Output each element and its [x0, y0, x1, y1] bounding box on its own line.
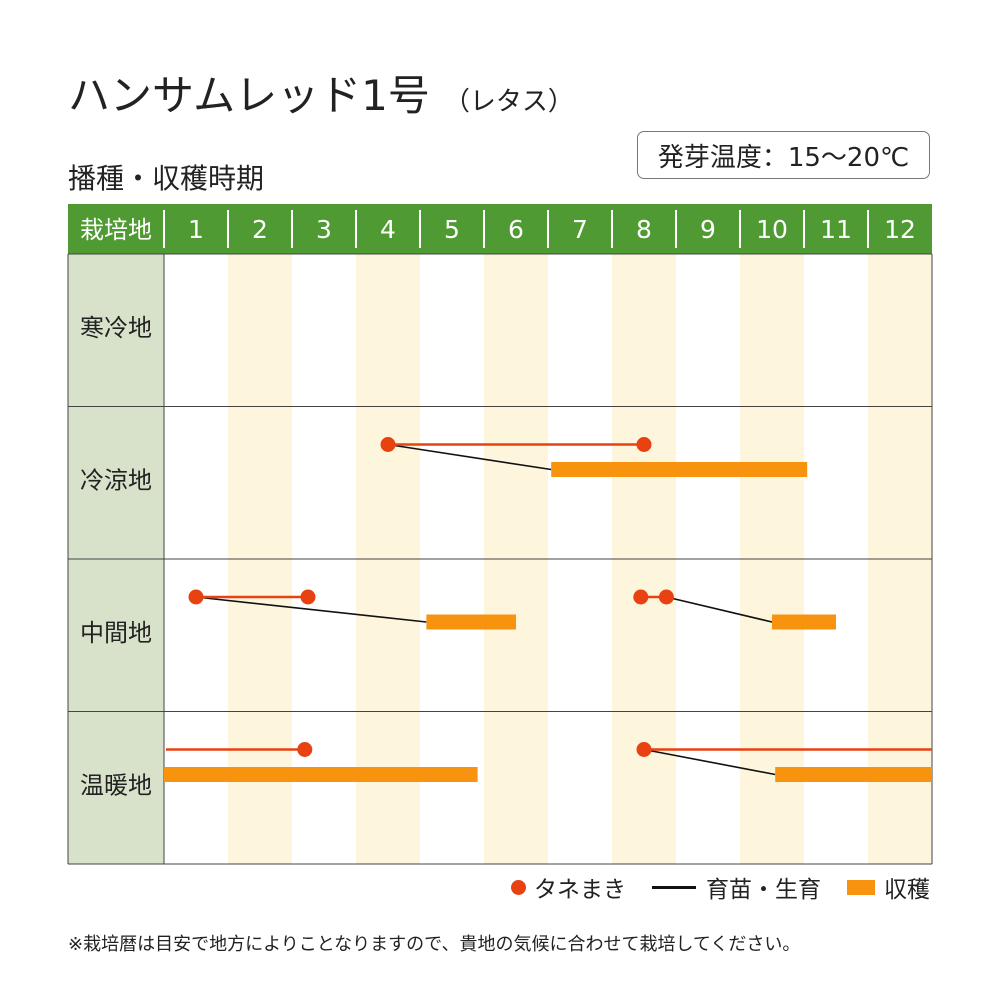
month-label: 6	[508, 215, 524, 244]
month-header-bar	[68, 204, 932, 254]
region-label: 中間地	[80, 619, 152, 647]
germination-temperature-box: 発芽温度：15～20℃	[637, 131, 930, 179]
harvest-bar	[426, 614, 516, 630]
legend-item-sowing: タネまき	[511, 870, 626, 904]
harvest-bar-icon	[847, 879, 875, 895]
sowing-dot-icon	[511, 879, 526, 895]
chart-legend: タネまき 育苗・生育 収穫	[485, 870, 930, 904]
legend-item-harvest: 収穫	[847, 870, 930, 904]
sowing-dot	[633, 589, 649, 605]
month-label: 4	[380, 215, 396, 244]
region-label: 温暖地	[80, 772, 152, 800]
region-label: 冷涼地	[80, 467, 152, 495]
growth-line	[195, 596, 427, 623]
legend-label-growing: 育苗・生育	[706, 877, 821, 903]
sowing-dot	[658, 589, 674, 605]
sowing-dot	[636, 437, 652, 452]
month-label: 10	[756, 215, 788, 244]
month-label: 3	[316, 215, 332, 244]
footnote: ※栽培暦は目安で地方によりことなりますので、貴地の気候に合わせて栽培してください…	[68, 934, 801, 955]
sowing-dot	[300, 589, 316, 605]
page-title: ハンサムレッド1号 （レタス）	[68, 62, 574, 123]
month-label: 12	[884, 215, 916, 244]
sowing-dot	[636, 742, 652, 757]
growing-line-icon	[652, 885, 696, 889]
harvest-bar	[164, 767, 478, 782]
legend-label-sowing: タネまき	[534, 877, 626, 903]
harvest-bar	[772, 614, 836, 630]
legend-label-harvest: 収穫	[884, 877, 930, 903]
growth-line	[666, 596, 773, 623]
harvest-bar	[551, 462, 808, 477]
month-label: 8	[636, 215, 652, 244]
growth-line	[643, 748, 776, 776]
growth-line	[387, 443, 552, 471]
sowing-dot	[188, 589, 204, 605]
header-label: 栽培地	[80, 216, 152, 244]
sowing-dot	[380, 437, 396, 452]
month-label: 9	[700, 215, 716, 244]
month-label: 5	[444, 215, 460, 244]
product-category: （レタス）	[443, 87, 574, 117]
month-label: 11	[820, 215, 852, 244]
region-label: 寒冷地	[80, 314, 152, 342]
month-label: 7	[572, 215, 588, 244]
legend-item-growing: 育苗・生育	[652, 870, 821, 904]
month-label: 2	[252, 215, 268, 244]
product-name: ハンサムレッド1号	[68, 71, 430, 120]
chart-subtitle: 播種・収穫時期	[68, 162, 265, 195]
month-label: 1	[188, 215, 204, 244]
harvest-bar	[775, 767, 932, 782]
sowing-dot	[297, 742, 313, 757]
